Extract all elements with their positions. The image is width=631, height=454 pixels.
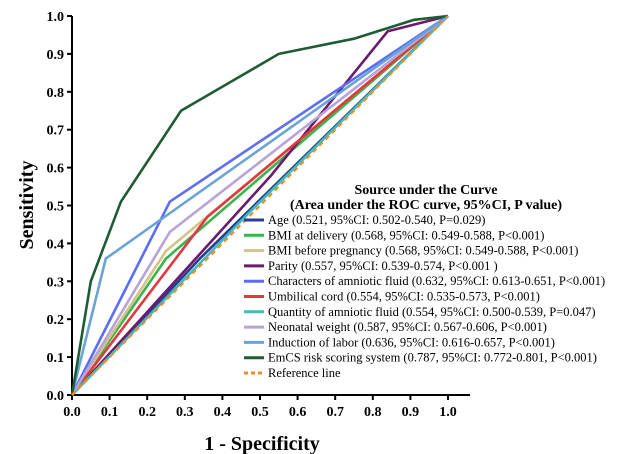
y-tick-label: 0.5 <box>47 200 65 215</box>
x-tick-label: 0.2 <box>138 405 156 420</box>
x-tick-label: 0.1 <box>101 405 119 420</box>
y-tick-label: 0.4 <box>47 237 65 252</box>
legend-label-7: Neonatal weight (0.587, 95%CI: 0.567-0.6… <box>268 320 547 334</box>
series-line-8 <box>70 14 449 396</box>
series-line-1 <box>70 15 449 396</box>
legend-label-8: Induction of labor (0.636, 95%CI: 0.616-… <box>268 335 555 349</box>
legend-label-6: Quantity of amniotic fluid (0.554, 95%CI… <box>268 305 596 319</box>
y-tick-label: 0.9 <box>47 48 65 63</box>
legend-label-1: BMI at delivery (0.568, 95%CI: 0.549-0.5… <box>268 228 544 242</box>
x-tick-label: 0.8 <box>364 405 382 420</box>
series-line-10 <box>71 15 449 396</box>
legend-label-4: Characters of amniotic fluid (0.632, 95%… <box>268 274 605 288</box>
x-tick-label: 0.4 <box>214 405 232 420</box>
x-tick-label: 0.9 <box>402 405 420 420</box>
x-tick-label: 0.0 <box>63 405 81 420</box>
legend-label-10: Reference line <box>268 366 341 380</box>
legend: Source under the Curve (Area under the R… <box>244 183 605 380</box>
y-tick-label: 0.3 <box>47 275 65 290</box>
x-tick-label: 1.0 <box>439 405 457 420</box>
x-tick-label: 0.3 <box>176 405 194 420</box>
legend-label-3: Parity (0.557, 95%CI: 0.539-0.574, P<0.0… <box>268 259 498 273</box>
x-tick-label: 0.6 <box>289 405 307 420</box>
legend-label-9: EmCS risk scoring system (0.787, 95%CI: … <box>268 351 597 365</box>
y-tick-label: 0.1 <box>47 351 65 366</box>
y-tick-label: 0.0 <box>47 389 65 404</box>
x-ticks: 0.0 0.1 0.2 0.3 0.4 0.5 0.6 0.7 0.8 0.9 1.0 <box>63 395 457 420</box>
y-ticks: 0.0 0.1 0.2 0.3 0.4 0.5 0.6 0.7 0.8 0.9 1.0 <box>47 10 72 404</box>
y-axis-title: Sensitivity <box>16 161 38 250</box>
series-lines <box>70 14 449 396</box>
y-tick-label: 0.2 <box>47 313 65 328</box>
x-axis-title: 1 - Specificity <box>204 433 320 454</box>
y-tick-label: 0.7 <box>47 124 65 139</box>
y-tick-label: 1.0 <box>47 10 65 25</box>
legend-label-0: Age (0.521, 95%CI: 0.502-0.540, P=0.029) <box>268 213 485 227</box>
legend-label-2: BMI before pregnancy (0.568, 95%CI: 0.54… <box>268 244 578 258</box>
x-tick-label: 0.7 <box>326 405 344 420</box>
series-line-5 <box>70 15 449 396</box>
series-line-4 <box>70 14 449 396</box>
legend-items: Age (0.521, 95%CI: 0.502-0.540, P=0.029)… <box>244 213 605 380</box>
series-line-3 <box>71 14 449 396</box>
x-tick-label: 0.5 <box>251 405 269 420</box>
series-line-9 <box>70 14 449 396</box>
plot-area: 0.0 0.1 0.2 0.3 0.4 0.5 0.6 0.7 0.8 0.9 1.0 0.0 0.1… <box>47 10 470 420</box>
legend-label-5: Umbilical cord (0.554, 95%CI: 0.535-0.57… <box>268 290 540 304</box>
legend-title-line2: (Area under the ROC curve, 95%CI, P valu… <box>290 198 562 213</box>
y-tick-label: 0.6 <box>47 162 65 177</box>
series-line-7 <box>70 14 449 396</box>
y-tick-label: 0.8 <box>47 86 65 101</box>
legend-title-line1: Source under the Curve <box>355 183 498 198</box>
